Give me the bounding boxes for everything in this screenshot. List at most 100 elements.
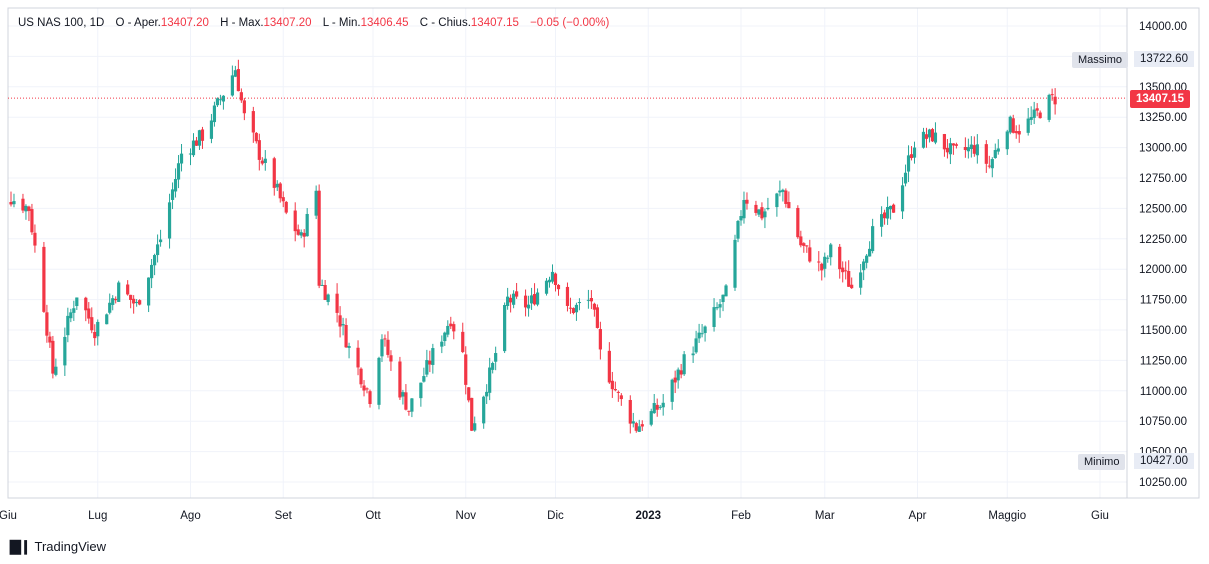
candle bbox=[147, 277, 151, 313]
candle-body bbox=[871, 226, 875, 252]
y-tick-label: 12750.00 bbox=[1139, 173, 1187, 185]
x-tick-label: 2023 bbox=[635, 510, 661, 522]
candle-body bbox=[966, 147, 970, 152]
candle-body bbox=[679, 370, 683, 375]
legend-change: −0.05 (−0.00%) bbox=[530, 17, 610, 29]
candle bbox=[1017, 124, 1021, 143]
candle bbox=[826, 255, 830, 263]
candle-body bbox=[21, 198, 25, 211]
candle-body bbox=[494, 353, 498, 362]
candle-body bbox=[9, 202, 13, 205]
candle-body bbox=[610, 380, 614, 390]
candle-body bbox=[673, 377, 677, 383]
candle bbox=[152, 253, 157, 276]
candle-body bbox=[212, 105, 217, 123]
candle-body bbox=[93, 331, 97, 339]
candle-body bbox=[595, 307, 599, 328]
candle-body bbox=[820, 263, 824, 271]
candle-body bbox=[838, 246, 842, 270]
candle bbox=[117, 280, 121, 302]
candle-body bbox=[778, 190, 782, 193]
tradingview-brand[interactable]: ▇❙ TradingView bbox=[10, 538, 106, 555]
candle bbox=[963, 137, 967, 158]
candle bbox=[48, 331, 52, 348]
candle-body bbox=[72, 308, 76, 313]
candle-body bbox=[1026, 118, 1030, 133]
candle bbox=[155, 234, 160, 263]
candle-body bbox=[263, 158, 267, 163]
candle-body bbox=[114, 298, 118, 301]
candle bbox=[230, 65, 234, 97]
candle bbox=[996, 139, 1000, 155]
candle bbox=[105, 313, 109, 325]
candle bbox=[649, 408, 653, 427]
legend-close-value: 13407.15 bbox=[470, 17, 519, 29]
candle bbox=[859, 263, 863, 295]
candle bbox=[592, 302, 596, 317]
candle bbox=[197, 129, 202, 150]
candle-body bbox=[173, 179, 178, 192]
y-tick-label: 10750.00 bbox=[1139, 416, 1187, 428]
candle bbox=[473, 416, 477, 432]
candle-body bbox=[640, 424, 644, 427]
candle bbox=[775, 192, 779, 217]
low-tag-value: 10427.00 bbox=[1134, 453, 1194, 469]
candle-body bbox=[763, 211, 767, 218]
candle bbox=[760, 202, 764, 221]
candle bbox=[969, 136, 973, 158]
candle-body bbox=[302, 232, 306, 237]
candle-body bbox=[158, 239, 163, 243]
candle-body bbox=[891, 204, 896, 213]
x-tick-label: Nov bbox=[456, 510, 477, 522]
candle-body bbox=[152, 255, 157, 266]
y-tick-label: 11000.00 bbox=[1140, 386, 1187, 398]
candle bbox=[640, 420, 644, 431]
candle-body bbox=[1038, 112, 1042, 119]
candle-body bbox=[356, 347, 360, 368]
candle-body bbox=[547, 279, 552, 283]
candle-body bbox=[829, 244, 833, 258]
time-axis[interactable]: Giu Lug Ago Set Ott Nov Dic 2023 Feb Mar Apr Maggio… bbox=[0, 510, 1109, 522]
candle bbox=[930, 127, 935, 142]
candle bbox=[305, 208, 309, 237]
candle-body bbox=[733, 239, 737, 288]
candle bbox=[742, 191, 746, 224]
candle-body bbox=[170, 189, 175, 200]
candle-body bbox=[191, 140, 196, 156]
candle-body bbox=[823, 256, 827, 269]
legend-open-label: O - Aper. bbox=[115, 17, 161, 29]
candle-body bbox=[592, 303, 596, 310]
candle-body bbox=[75, 297, 79, 307]
candle bbox=[440, 335, 444, 354]
candle-body bbox=[859, 272, 863, 288]
candle bbox=[209, 113, 214, 144]
candle-body bbox=[975, 144, 979, 156]
candle bbox=[515, 282, 519, 299]
candle bbox=[871, 218, 875, 254]
candle-body bbox=[903, 172, 908, 184]
candle-body bbox=[577, 302, 582, 304]
candle bbox=[945, 138, 950, 159]
candle bbox=[631, 412, 635, 428]
candle-body bbox=[359, 368, 363, 385]
candle-body bbox=[631, 421, 635, 424]
candle bbox=[568, 297, 573, 314]
candle-body bbox=[90, 317, 94, 331]
candle-body bbox=[335, 293, 339, 313]
candle bbox=[1038, 110, 1042, 119]
candle bbox=[577, 298, 582, 311]
candle bbox=[422, 367, 426, 383]
candle bbox=[808, 239, 812, 263]
candle-body bbox=[637, 426, 641, 432]
candle-body bbox=[718, 304, 722, 308]
candle-body bbox=[398, 361, 402, 398]
candle bbox=[338, 306, 342, 338]
candle bbox=[796, 205, 800, 239]
candle-body bbox=[589, 298, 593, 302]
candle-body bbox=[784, 190, 788, 204]
candle bbox=[550, 264, 555, 284]
candle bbox=[757, 209, 761, 217]
candle bbox=[51, 335, 55, 379]
candle bbox=[464, 346, 468, 395]
